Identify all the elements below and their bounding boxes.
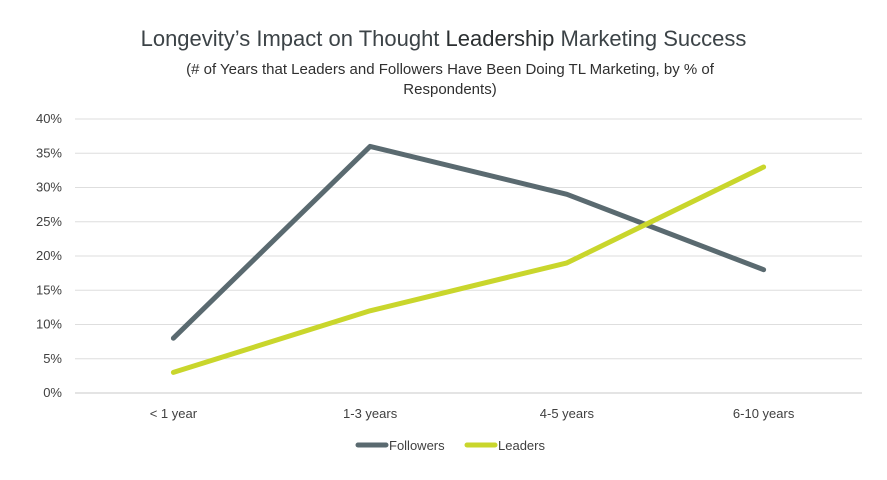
chart-title-part-2: Leadership	[445, 26, 555, 51]
y-tick-label: 20%	[36, 248, 62, 263]
y-tick-label: 0%	[43, 385, 62, 400]
chart-subtitle: (# of Years that Leaders and Followers H…	[186, 61, 714, 98]
x-tick-label: 6-10 years	[733, 406, 795, 421]
y-axis: 0% 5% 10% 15% 20% 25% 30% 35% 40%	[36, 111, 62, 400]
y-tick-label: 30%	[36, 180, 62, 195]
gridlines	[75, 118, 862, 394]
x-tick-label: < 1 year	[150, 406, 198, 421]
legend: Followers Leaders	[355, 438, 545, 453]
x-tick-label: 1-3 years	[343, 406, 398, 421]
chart-title: Longevity’s Impact on Thought Leadership…	[0, 26, 887, 52]
followers-line	[170, 143, 767, 341]
x-axis: < 1 year 1-3 years 4-5 years 6-10 years	[150, 406, 795, 421]
y-tick-label: 5%	[43, 351, 62, 366]
y-tick-label: 40%	[36, 111, 62, 126]
x-tick-label: 4-5 years	[540, 406, 595, 421]
series-lines	[170, 143, 767, 375]
y-tick-label: 10%	[36, 317, 62, 332]
leaders-line	[170, 164, 767, 375]
legend-label-leaders: Leaders	[498, 438, 545, 453]
chart-title-part-3: Marketing Success	[554, 26, 747, 51]
y-tick-label: 15%	[36, 282, 62, 297]
chart-title-part-1: Longevity’s Impact on Thought	[140, 26, 446, 51]
y-tick-label: 25%	[36, 214, 62, 229]
legend-label-followers: Followers	[389, 438, 445, 453]
y-tick-label: 35%	[36, 145, 62, 160]
